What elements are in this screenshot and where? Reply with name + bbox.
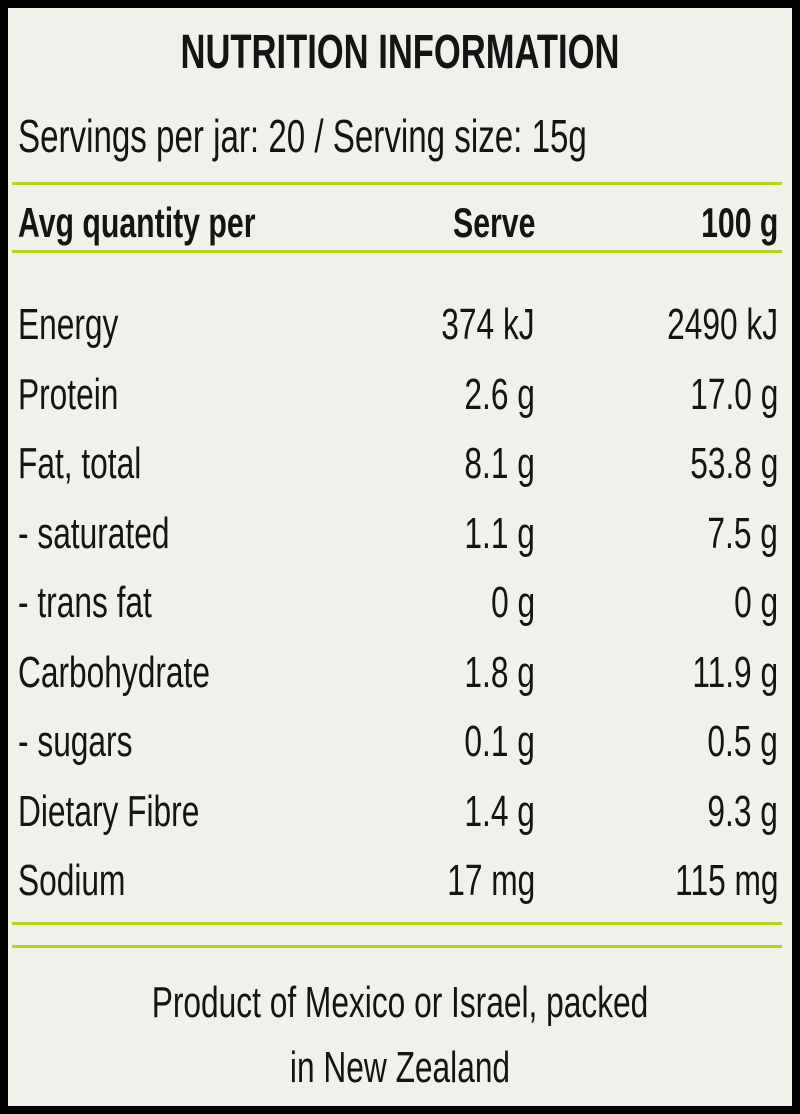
nutrient-name: Fat, total bbox=[18, 439, 142, 488]
rule bbox=[12, 182, 782, 185]
nutrient-value: 8.1 g bbox=[464, 439, 535, 488]
nutrient-name: Energy bbox=[18, 300, 119, 349]
nutrient-value: 1.4 g bbox=[464, 786, 535, 836]
nutrient-value: 53.8 g bbox=[689, 439, 778, 488]
rule bbox=[12, 922, 782, 925]
footer-line: Product of Mexico or Israel, packed bbox=[151, 978, 649, 1027]
nutrient-value: 2.6 g bbox=[464, 369, 535, 419]
nutrient-name: Protein bbox=[18, 369, 119, 419]
rule bbox=[12, 945, 782, 948]
nutrient-name: Carbohydrate bbox=[18, 647, 210, 697]
servings: Servings per jar: 20 / Serving size: 15g bbox=[18, 110, 587, 162]
nutrient-value: 0.5 g bbox=[707, 717, 778, 766]
nutrient-value: 1.8 g bbox=[464, 647, 535, 697]
title: NUTRITION INFORMATION bbox=[180, 26, 620, 79]
nutrient-value: 9.3 g bbox=[707, 786, 778, 836]
footer-line: in New Zealand bbox=[289, 1043, 511, 1092]
nutrient-value: 0.1 g bbox=[464, 717, 535, 766]
nutrition-label: NUTRITION INFORMATION Servings per jar: … bbox=[8, 8, 792, 1106]
nutrient-value: 115 mg bbox=[674, 856, 778, 905]
nutrient-name: Dietary Fibre bbox=[18, 786, 200, 836]
nutrient-value: 1.1 g bbox=[464, 508, 535, 558]
nutrient-name: - sugars bbox=[18, 717, 133, 766]
column-header: Avg quantity per bbox=[18, 199, 256, 246]
nutrient-value: 374 kJ bbox=[441, 300, 535, 349]
nutrient-value: 0 g bbox=[733, 578, 778, 627]
nutrient-value: 0 g bbox=[490, 578, 535, 627]
column-header: 100 g bbox=[700, 199, 778, 246]
nutrient-value: 17.0 g bbox=[689, 369, 778, 419]
nutrient-value: 2490 kJ bbox=[667, 300, 778, 349]
nutrient-name: - trans fat bbox=[18, 578, 152, 627]
nutrient-value: 17 mg bbox=[446, 856, 535, 905]
nutrient-name: Sodium bbox=[18, 856, 126, 905]
nutrient-value: 7.5 g bbox=[707, 508, 778, 558]
rule bbox=[12, 250, 782, 253]
nutrient-value: 11.9 g bbox=[692, 647, 778, 697]
column-header: Serve bbox=[452, 199, 535, 246]
nutrient-name: - saturated bbox=[18, 508, 170, 558]
